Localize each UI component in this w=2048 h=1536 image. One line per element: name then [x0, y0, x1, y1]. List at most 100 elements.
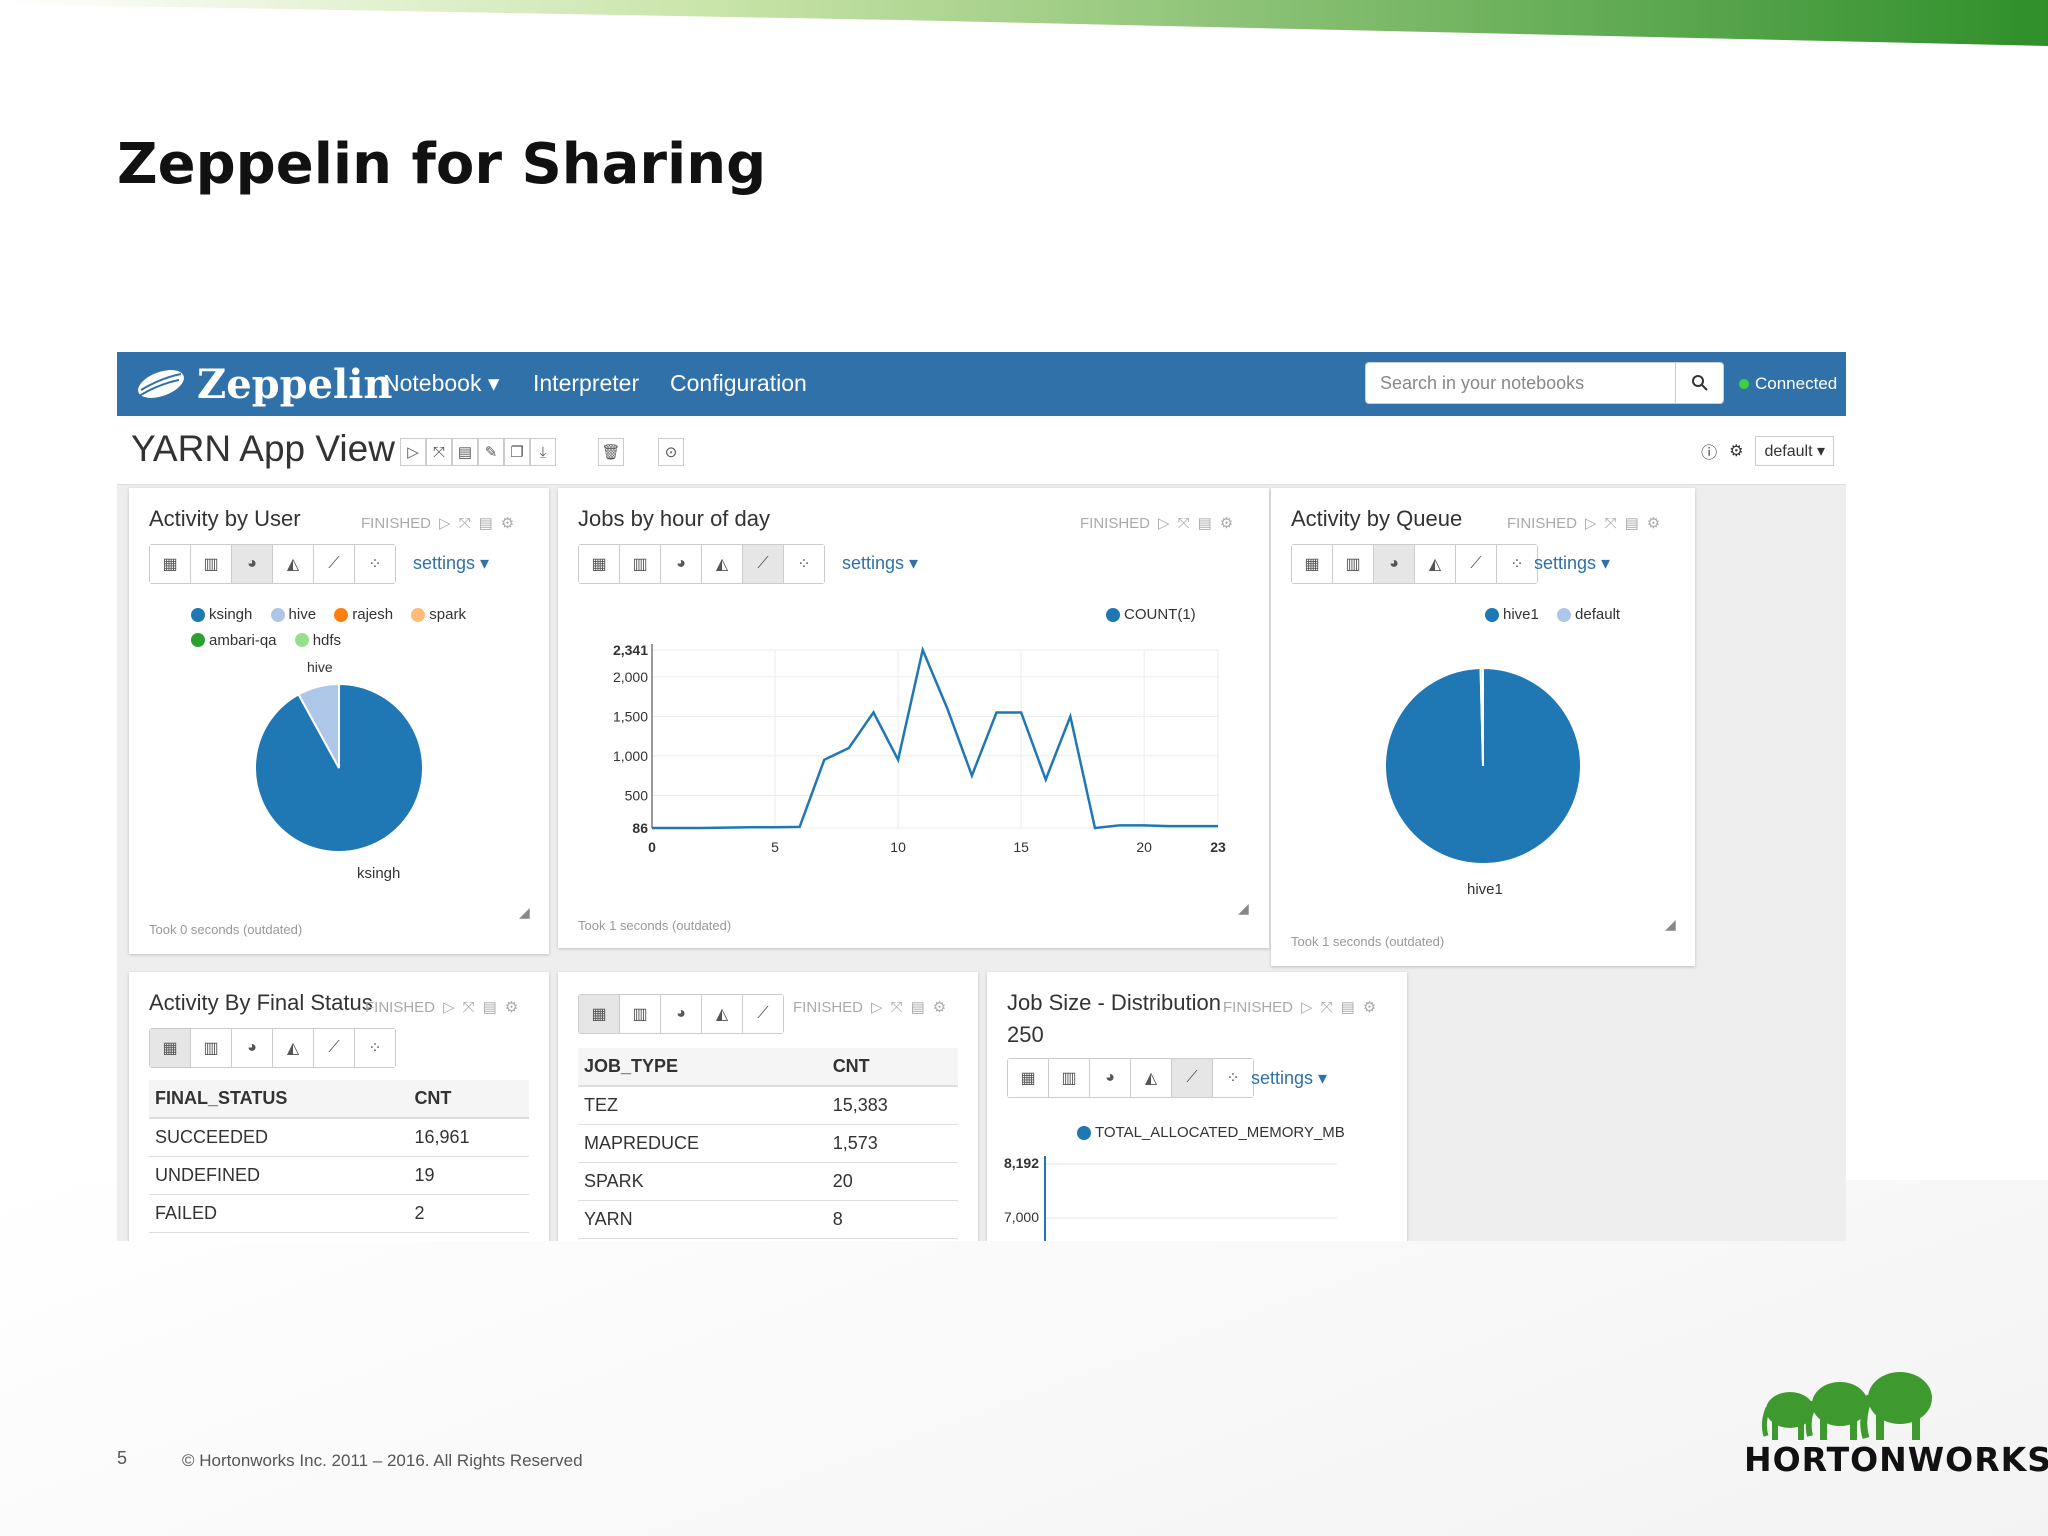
table-view-button[interactable]: ▦: [150, 1029, 191, 1067]
expand-icon[interactable]: ⤧: [458, 514, 471, 532]
resize-handle-icon[interactable]: ◢: [1238, 900, 1249, 916]
toggle-output-button[interactable]: ▤: [452, 438, 478, 466]
gear-icon[interactable]: ⚙: [1646, 515, 1661, 532]
resize-handle-icon[interactable]: ◢: [519, 904, 530, 920]
scatter-chart-button[interactable]: ⁘: [1497, 545, 1537, 583]
pie-chart-button[interactable]: ◕: [232, 1029, 273, 1067]
toggle-code-button[interactable]: ⤧: [426, 438, 452, 466]
nav-notebook[interactable]: Notebook ▾: [383, 370, 500, 396]
nav-configuration[interactable]: Configuration: [670, 370, 807, 396]
run-icon[interactable]: ▷: [871, 999, 883, 1016]
bar-chart-button[interactable]: ▥: [620, 995, 661, 1033]
scatter-chart-button[interactable]: ⁘: [355, 1029, 395, 1067]
pie-chart-button[interactable]: ◕: [661, 545, 702, 583]
settings-dropdown[interactable]: settings ▾: [1251, 1068, 1328, 1088]
legend-item[interactable]: spark: [411, 606, 466, 623]
expand-icon[interactable]: ⤧: [1604, 514, 1617, 532]
column-header[interactable]: FINAL_STATUS: [149, 1080, 409, 1119]
schedule-button[interactable]: ⊙: [658, 438, 684, 466]
legend-item[interactable]: ambari-qa: [191, 632, 277, 649]
table-view-button[interactable]: ▦: [1008, 1059, 1049, 1097]
series-line-count[interactable]: [652, 645, 1218, 830]
run-all-button[interactable]: ▷: [400, 438, 426, 466]
expand-icon[interactable]: ⤧: [462, 998, 475, 1016]
column-header[interactable]: CNT: [408, 1080, 529, 1119]
settings-dropdown[interactable]: settings ▾: [1534, 553, 1611, 573]
legend-item[interactable]: default: [1557, 606, 1620, 623]
book-icon[interactable]: ▤: [1340, 999, 1355, 1016]
book-icon[interactable]: ▤: [482, 999, 497, 1016]
export-button[interactable]: ⤓: [530, 438, 556, 466]
clone-button[interactable]: ❐: [504, 438, 530, 466]
bar-chart-button[interactable]: ▥: [1333, 545, 1374, 583]
gear-icon[interactable]: ⚙: [1362, 999, 1377, 1016]
area-chart-button[interactable]: ◭: [273, 545, 314, 583]
line-chart-button[interactable]: ⟋: [743, 995, 783, 1033]
legend-item[interactable]: rajesh: [334, 606, 393, 623]
gear-icon[interactable]: ⚙: [1219, 515, 1234, 532]
clear-output-button[interactable]: ✎: [478, 438, 504, 466]
pie-chart-button[interactable]: ◕: [232, 545, 273, 583]
table-view-button[interactable]: ▦: [579, 545, 620, 583]
expand-icon[interactable]: ⤧: [1177, 514, 1190, 532]
line-chart-button[interactable]: ⟋: [743, 545, 784, 583]
help-icon[interactable]: ⓘ: [1701, 445, 1718, 462]
gear-icon[interactable]: ⚙: [500, 515, 515, 532]
delete-button[interactable]: 🗑: [598, 438, 624, 466]
nav-interpreter[interactable]: Interpreter: [533, 370, 640, 396]
bar-chart-button[interactable]: ▥: [1049, 1059, 1090, 1097]
interpreter-dropdown[interactable]: default ▾: [1755, 436, 1834, 466]
area-chart-button[interactable]: ◭: [702, 545, 743, 583]
pie-chart-button[interactable]: ◕: [661, 995, 702, 1033]
search-button[interactable]: [1676, 362, 1724, 404]
settings-dropdown[interactable]: settings ▾: [413, 553, 490, 573]
pie-slice-default[interactable]: [1479, 666, 1484, 767]
pie-slice-hive[interactable]: [297, 682, 340, 769]
legend-item[interactable]: ksingh: [191, 606, 252, 623]
line-chart-button[interactable]: ⟋: [314, 545, 355, 583]
line-chart-button[interactable]: ⟋: [314, 1029, 355, 1067]
legend-item[interactable]: TOTAL_ALLOCATED_MEMORY_MB: [1077, 1124, 1345, 1141]
notebook-title[interactable]: YARN App View: [131, 428, 395, 469]
bar-chart-button[interactable]: ▥: [620, 545, 661, 583]
area-chart-button[interactable]: ◭: [702, 995, 743, 1033]
scatter-chart-button[interactable]: ⁘: [1213, 1059, 1253, 1097]
gear-icon[interactable]: ⚙: [932, 999, 947, 1016]
line-chart-button[interactable]: ⟋: [1456, 545, 1497, 583]
legend-item[interactable]: hive: [270, 606, 316, 623]
column-header[interactable]: CNT: [826, 1048, 958, 1087]
run-icon[interactable]: ▷: [1158, 515, 1170, 532]
book-icon[interactable]: ▤: [910, 999, 925, 1016]
gear-icon[interactable]: ⚙: [1729, 443, 1744, 460]
expand-icon[interactable]: ⤧: [1320, 998, 1333, 1016]
legend-item[interactable]: COUNT(1): [1106, 606, 1196, 623]
area-chart-button[interactable]: ◭: [1415, 545, 1456, 583]
line-chart-button[interactable]: ⟋: [1172, 1059, 1213, 1097]
table-view-button[interactable]: ▦: [150, 545, 191, 583]
expand-icon[interactable]: ⤧: [890, 998, 903, 1016]
area-chart-button[interactable]: ◭: [273, 1029, 314, 1067]
table-view-button[interactable]: ▦: [1292, 545, 1333, 583]
gear-icon[interactable]: ⚙: [504, 999, 519, 1016]
settings-dropdown[interactable]: settings ▾: [842, 553, 919, 573]
run-icon[interactable]: ▷: [1585, 515, 1597, 532]
legend-item[interactable]: hdfs: [294, 632, 341, 649]
scatter-chart-button[interactable]: ⁘: [355, 545, 395, 583]
search-input[interactable]: Search in your notebooks: [1365, 362, 1676, 404]
legend-item[interactable]: hive1: [1485, 606, 1539, 623]
resize-handle-icon[interactable]: ◢: [1665, 916, 1676, 932]
run-icon[interactable]: ▷: [439, 515, 451, 532]
scatter-chart-button[interactable]: ⁘: [784, 545, 824, 583]
table-view-button[interactable]: ▦: [579, 995, 620, 1033]
area-chart-button[interactable]: ◭: [1131, 1059, 1172, 1097]
run-icon[interactable]: ▷: [1301, 999, 1313, 1016]
bar-chart-button[interactable]: ▥: [191, 545, 232, 583]
column-header[interactable]: JOB_TYPE: [578, 1048, 827, 1087]
bar-chart-button[interactable]: ▥: [191, 1029, 232, 1067]
book-icon[interactable]: ▤: [478, 515, 493, 532]
zeppelin-logo[interactable]: Zeppelin: [131, 358, 393, 410]
run-icon[interactable]: ▷: [443, 999, 455, 1016]
pie-chart-button[interactable]: ◕: [1374, 545, 1415, 583]
pie-chart-button[interactable]: ◕: [1090, 1059, 1131, 1097]
book-icon[interactable]: ▤: [1197, 515, 1212, 532]
